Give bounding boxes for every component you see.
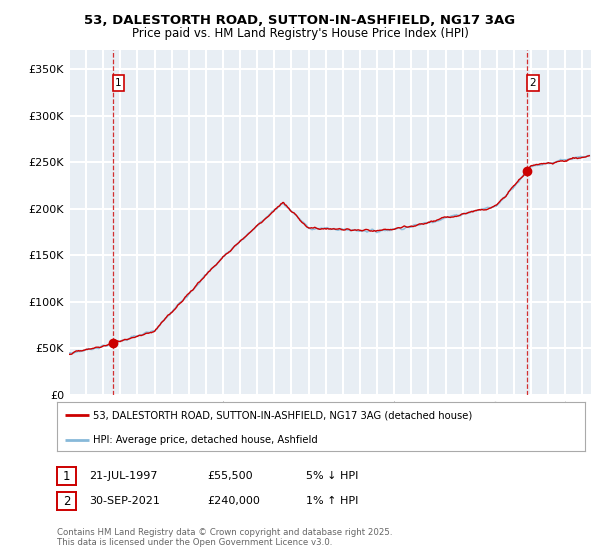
Text: 1% ↑ HPI: 1% ↑ HPI [306,496,358,506]
Text: 5% ↓ HPI: 5% ↓ HPI [306,471,358,481]
Text: Contains HM Land Registry data © Crown copyright and database right 2025.
This d: Contains HM Land Registry data © Crown c… [57,528,392,547]
Text: 1: 1 [115,78,122,88]
Text: HPI: Average price, detached house, Ashfield: HPI: Average price, detached house, Ashf… [93,435,317,445]
Text: 53, DALESTORTH ROAD, SUTTON-IN-ASHFIELD, NG17 3AG (detached house): 53, DALESTORTH ROAD, SUTTON-IN-ASHFIELD,… [93,410,472,421]
Text: £240,000: £240,000 [207,496,260,506]
Text: £55,500: £55,500 [207,471,253,481]
Text: 2: 2 [529,78,536,88]
Text: 30-SEP-2021: 30-SEP-2021 [89,496,160,506]
Text: 1: 1 [63,469,70,483]
Text: 53, DALESTORTH ROAD, SUTTON-IN-ASHFIELD, NG17 3AG: 53, DALESTORTH ROAD, SUTTON-IN-ASHFIELD,… [85,14,515,27]
Text: 21-JUL-1997: 21-JUL-1997 [89,471,157,481]
Text: Price paid vs. HM Land Registry's House Price Index (HPI): Price paid vs. HM Land Registry's House … [131,27,469,40]
Text: 2: 2 [63,494,70,508]
